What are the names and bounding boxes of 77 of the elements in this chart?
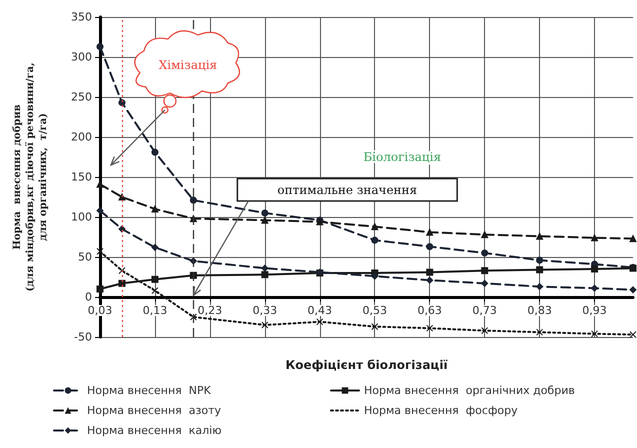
point [536,256,544,264]
point [426,268,434,276]
point [426,324,434,332]
legend-label: Норма внесення NPK [87,384,212,397]
x-tick-label: 0,73 [472,304,497,317]
y-axis-title: Норма внесення добрив (для міндобрив,кг діючої речовини/га, для органічних, т/га) [12,62,49,292]
y-tick-label: 250 [71,90,92,104]
point [190,196,197,204]
point [630,235,636,242]
point [261,216,268,224]
point [96,43,104,50]
annotation: оптимальне значення [277,182,418,197]
y-tick-label: 350 [71,10,92,24]
point [481,250,488,256]
point [316,318,324,326]
point [96,286,104,292]
x-tick-label: 0,13 [142,304,168,317]
y-tick-label: 0 [85,290,92,304]
point [118,280,126,287]
legend-label: Норма внесення фосфору [364,404,518,417]
x-tick-label: 0,63 [417,304,442,317]
x-tick-label: 0,53 [362,304,387,317]
point [118,267,126,274]
annotation: Хімізація [158,58,218,72]
point [630,331,636,338]
point [118,194,126,200]
x-tick-label: 0,23 [198,304,222,317]
point [371,323,378,330]
point [536,232,544,240]
point [118,99,126,106]
y-tick-label: 100 [71,210,92,224]
x-tick-label: 0,43 [308,304,332,317]
point [371,223,378,230]
point [261,264,268,272]
x-tick-label: 0,93 [582,304,607,317]
x-tick-label: 0,03 [88,304,112,317]
point [481,327,488,334]
point [536,328,544,336]
point [426,276,434,284]
point [151,148,158,156]
point [371,272,378,280]
point [426,228,434,236]
x-axis-title: Коефіцієнт біологізації [285,358,448,372]
point [96,180,104,188]
y-tick-label: 300 [71,50,92,64]
point [481,231,488,238]
point [536,283,544,290]
point [96,248,104,255]
legend-label: Норма внесення калію [87,424,222,437]
point [118,226,126,232]
point [591,234,598,242]
point [261,322,268,328]
point [96,207,104,214]
y-tick-label: 50 [78,250,92,264]
point [426,243,434,250]
point [591,266,598,272]
y-tick-label: -50 [74,330,92,344]
point [481,267,488,274]
point [481,280,488,287]
point [151,206,158,212]
y-tick-label: 200 [71,130,92,144]
point [151,287,158,294]
x-tick-label: 0,83 [527,304,552,317]
point [371,236,378,244]
point [190,314,197,320]
x-tick-label: 0,33 [252,304,278,317]
point [261,210,268,216]
point [151,276,158,283]
point [591,284,598,292]
legend-label: Норма внесення органічних добрив [364,384,575,397]
point [536,266,544,274]
y-tick-label: 150 [71,170,92,184]
point [261,271,268,278]
point [151,244,158,251]
legend-label: Норма внесення азоту [87,404,222,417]
point [591,330,598,338]
point [630,286,636,294]
